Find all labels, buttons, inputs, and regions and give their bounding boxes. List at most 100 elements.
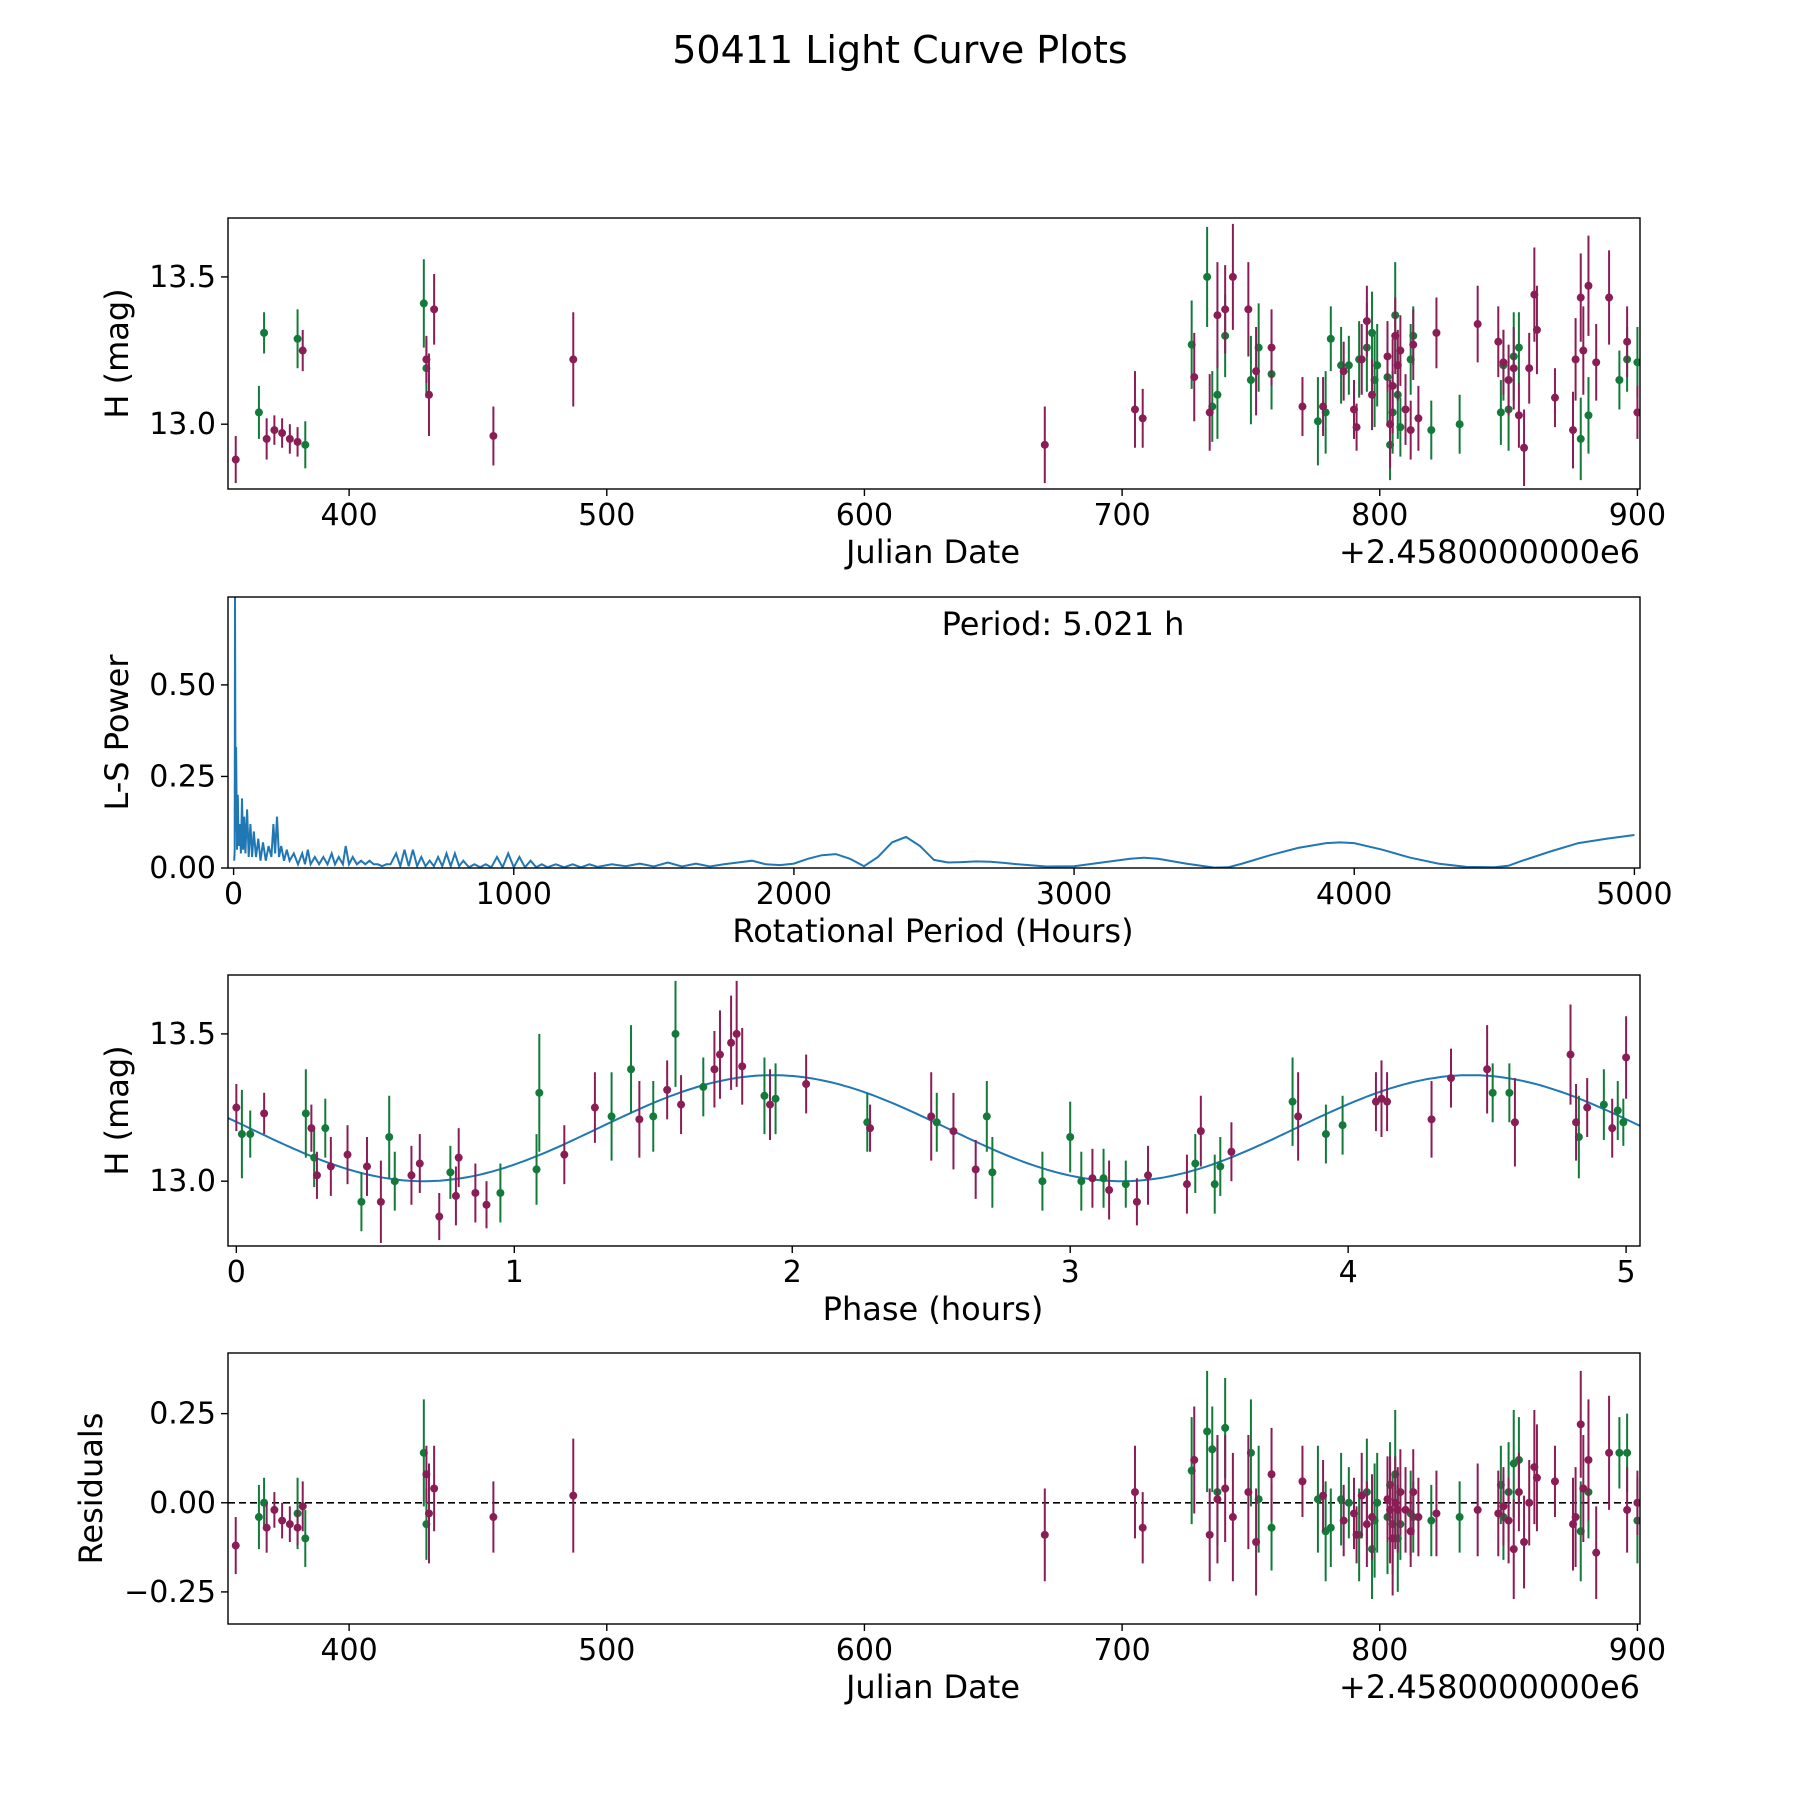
data-point	[1357, 355, 1366, 364]
data-point	[1622, 1053, 1631, 1062]
data-point	[663, 1085, 672, 1094]
periodogram-xtick-label: 1000	[476, 877, 552, 912]
residuals-point-maroon	[1432, 1470, 1441, 1557]
lightcurve-point-maroon	[1525, 332, 1534, 404]
lightcurve-point-green	[254, 385, 263, 439]
phase-point-maroon	[307, 1104, 316, 1152]
phase-point-green	[535, 1033, 544, 1152]
phase-ytick-label: 13.5	[149, 1017, 216, 1052]
data-point	[971, 1165, 980, 1174]
lightcurve-point-maroon	[1406, 400, 1415, 460]
data-point	[1208, 1445, 1217, 1454]
data-point	[1396, 1488, 1405, 1497]
phase-point-maroon	[1608, 1098, 1617, 1158]
residuals-point-maroon	[298, 1481, 307, 1532]
lightcurve-point-maroon	[1623, 306, 1632, 378]
phase-point-green	[771, 1063, 780, 1135]
lightcurve-point-maroon	[270, 415, 279, 445]
data-point	[424, 1509, 433, 1518]
data-point	[1432, 328, 1441, 337]
data-point	[1252, 367, 1261, 376]
phase-point-maroon	[727, 995, 736, 1090]
residuals-point-green	[1373, 1452, 1382, 1553]
data-point	[1427, 1516, 1436, 1525]
residuals-point-maroon	[231, 1517, 240, 1575]
residuals-point-maroon	[1319, 1459, 1328, 1532]
residuals-point-maroon	[1401, 1467, 1410, 1553]
data-point	[301, 1109, 310, 1118]
data-point	[1352, 423, 1361, 432]
lightcurve-point-maroon	[1383, 321, 1392, 392]
lightcurve-point-maroon	[1130, 371, 1139, 448]
residuals-xtick-label: 500	[578, 1633, 635, 1668]
data-point	[1499, 1502, 1508, 1511]
data-point	[635, 1115, 644, 1124]
data-point	[1525, 1498, 1534, 1507]
phase-point-green	[496, 1163, 505, 1223]
data-point	[1138, 1523, 1147, 1532]
lightcurve-point-maroon	[1499, 329, 1508, 395]
residuals-point-maroon	[1571, 1467, 1580, 1567]
phase-point-green	[1321, 1104, 1330, 1164]
lightcurve-point-green	[1326, 306, 1335, 372]
data-point	[1605, 1448, 1614, 1457]
data-point	[1132, 1197, 1141, 1206]
data-point	[1576, 434, 1585, 443]
phase-point-green	[1619, 1098, 1628, 1146]
data-point	[1077, 1177, 1086, 1186]
data-point	[1246, 376, 1255, 385]
data-point	[1504, 1516, 1513, 1525]
lightcurve-point-maroon	[1205, 374, 1214, 451]
data-point	[866, 1124, 875, 1133]
residuals-point-maroon	[1525, 1459, 1534, 1546]
phase-point-green	[671, 980, 680, 1087]
lightcurve-point-green	[1455, 394, 1464, 454]
lightcurve-point-maroon	[1605, 250, 1614, 345]
data-point	[415, 1159, 424, 1168]
lightcurve-point-maroon	[1571, 318, 1580, 401]
phase-point-maroon	[1088, 1148, 1097, 1208]
residuals-point-maroon	[1228, 1452, 1237, 1582]
data-point	[376, 1197, 385, 1206]
data-point	[607, 1112, 616, 1121]
lightcurve-point-maroon	[1414, 385, 1423, 451]
residuals-point-green	[1326, 1488, 1335, 1567]
phase-point-maroon	[732, 980, 741, 1087]
data-point	[1244, 1488, 1253, 1497]
data-point	[454, 1153, 463, 1162]
phase-point-maroon	[766, 1069, 775, 1140]
lightcurve-point-maroon	[285, 424, 294, 454]
phase-point-maroon	[1622, 1016, 1631, 1099]
lightcurve-point-maroon	[1357, 324, 1366, 395]
phase-point-maroon	[260, 1092, 269, 1135]
lightcurve-point-maroon	[1244, 262, 1253, 357]
phase-point-green	[446, 1145, 455, 1199]
residuals-point-maroon	[1550, 1445, 1559, 1518]
data-point	[1414, 1513, 1423, 1522]
residuals-point-maroon	[1130, 1445, 1139, 1539]
data-point	[1373, 361, 1382, 370]
residuals-point-maroon	[1499, 1467, 1508, 1546]
phase-point-green	[1038, 1151, 1047, 1211]
residuals-point-maroon	[1252, 1488, 1261, 1596]
lightcurve-point-maroon	[1221, 265, 1230, 354]
lightcurve-point-maroon	[1509, 326, 1518, 410]
phase-point-maroon	[1227, 1122, 1236, 1182]
lightcurve-frame	[227, 217, 1641, 490]
phase-xtick-label: 5	[1617, 1255, 1636, 1290]
data-point	[1579, 1484, 1588, 1493]
phase-point-green	[1288, 1057, 1297, 1146]
data-point	[1396, 423, 1405, 432]
residuals-point-green	[1615, 1417, 1624, 1489]
data-point	[254, 408, 263, 417]
data-point	[1088, 1174, 1097, 1183]
phase-point-maroon	[677, 1075, 686, 1135]
data-point	[1401, 1505, 1410, 1514]
chart-residuals: 400 500 600 700 800 900 −0.25 0.00 0.25 Julian Da…	[72, 1352, 1666, 1706]
data-point	[1473, 1505, 1482, 1514]
data-point	[496, 1188, 505, 1197]
data-point	[451, 1191, 460, 1200]
data-point	[1615, 376, 1624, 385]
periodogram-ytick-label: 0.00	[149, 851, 216, 886]
data-point	[1383, 1097, 1392, 1106]
